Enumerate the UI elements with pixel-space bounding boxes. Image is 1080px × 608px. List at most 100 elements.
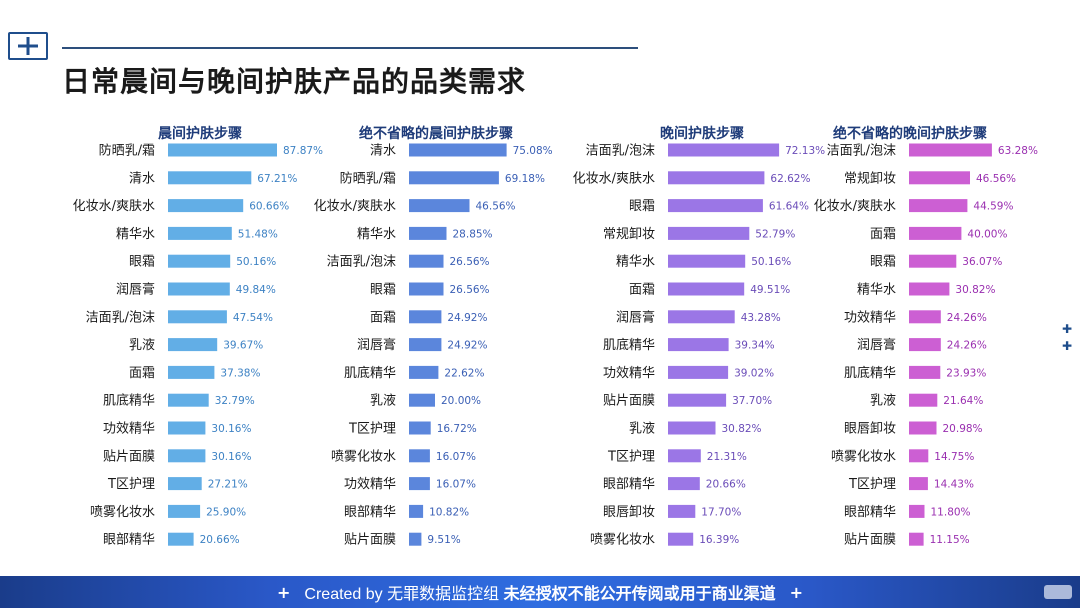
category-label: 防晒乳/霜 — [340, 170, 396, 186]
category-label: 面霜 — [129, 366, 155, 381]
value-label: 62.62% — [770, 173, 810, 185]
category-label: 洁面乳/泡沫 — [586, 144, 655, 159]
bar — [909, 254, 957, 268]
value-label: 24.92% — [447, 340, 487, 352]
category-label: 功效精华 — [603, 366, 655, 381]
category-label: 洁面乳/泡沫 — [827, 144, 896, 159]
bar — [168, 282, 230, 296]
value-label: 63.28% — [998, 145, 1038, 157]
value-label: 30.82% — [955, 284, 995, 296]
category-label: 乳液 — [870, 394, 896, 409]
value-label: 25.90% — [206, 506, 246, 518]
bar — [168, 365, 215, 379]
value-label: 60.66% — [249, 201, 289, 213]
category-label: 乳液 — [370, 394, 396, 409]
category-label: 化妆水/爽肤水 — [73, 199, 155, 214]
bar — [909, 365, 941, 379]
bar — [909, 393, 938, 407]
bar — [668, 199, 763, 213]
value-label: 16.07% — [436, 479, 476, 491]
category-label: 眼霜 — [629, 199, 655, 214]
value-label: 37.70% — [732, 395, 772, 407]
value-label: 11.80% — [931, 506, 971, 518]
bar — [168, 171, 252, 185]
bar — [409, 282, 444, 296]
chart-title: 绝不省略的晚间护肤步骤 — [833, 125, 987, 142]
value-label: 30.16% — [211, 451, 251, 463]
bar — [168, 477, 202, 491]
category-label: 贴片面膜 — [844, 533, 896, 548]
bar — [409, 143, 507, 157]
category-label: 眼唇卸妆 — [603, 504, 655, 520]
value-label: 16.72% — [437, 423, 477, 435]
footer-text-prefix: Created by 无罪数据监控组 — [304, 586, 500, 603]
category-label: 眼部精华 — [344, 505, 396, 520]
bar — [409, 199, 470, 213]
category-label: 清水 — [129, 171, 155, 186]
bar — [668, 171, 765, 185]
value-label: 67.21% — [257, 173, 297, 185]
category-label: 功效精华 — [844, 310, 896, 325]
value-label: 32.79% — [215, 395, 255, 407]
value-label: 30.82% — [722, 423, 762, 435]
bar — [168, 310, 227, 324]
category-label: 化妆水/爽肤水 — [814, 199, 896, 214]
category-label: 肌底精华 — [344, 365, 396, 381]
value-label: 44.59% — [973, 201, 1013, 213]
value-label: 17.70% — [701, 506, 741, 518]
value-label: 21.64% — [943, 395, 983, 407]
value-label: 61.64% — [769, 201, 809, 213]
category-label: 贴片面膜 — [344, 533, 396, 548]
category-label: 常规卸妆 — [603, 226, 655, 242]
bar — [909, 143, 992, 157]
value-label: 20.00% — [441, 395, 481, 407]
bar — [409, 532, 422, 546]
category-label: 眼部精华 — [103, 533, 155, 548]
category-label: 喷雾化妆水 — [331, 449, 396, 464]
value-label: 11.15% — [930, 534, 970, 546]
category-label: 常规卸妆 — [844, 170, 896, 186]
value-label: 26.56% — [450, 284, 490, 296]
footer-text-bold: 未经授权不能公开传阅或用于商业渠道 — [503, 586, 776, 603]
category-label: 贴片面膜 — [103, 449, 155, 464]
plus-icon: + — [277, 582, 291, 602]
header-divider — [62, 47, 638, 49]
bar — [668, 477, 700, 491]
chart-title: 晨间护肤步骤 — [158, 125, 242, 142]
bar — [668, 226, 750, 240]
value-label: 20.66% — [706, 479, 746, 491]
bar — [668, 504, 696, 518]
category-label: 精华水 — [616, 255, 655, 270]
category-label: 清水 — [370, 144, 396, 159]
category-label: 喷雾化妆水 — [590, 533, 655, 548]
category-label: 化妆水/爽肤水 — [573, 171, 655, 186]
bar — [168, 532, 194, 546]
page-title: 日常晨间与晚间护肤产品的品类需求 — [62, 65, 527, 98]
value-label: 28.85% — [453, 228, 493, 240]
value-label: 40.00% — [967, 228, 1007, 240]
bar — [409, 310, 442, 324]
category-label: 肌底精华 — [103, 393, 155, 409]
value-label: 20.98% — [943, 423, 983, 435]
category-label: T区护理 — [107, 477, 155, 492]
category-label: 精华水 — [357, 227, 396, 242]
bar — [409, 254, 444, 268]
value-label: 50.16% — [751, 256, 791, 268]
value-label: 9.51% — [427, 534, 460, 546]
bar — [909, 310, 941, 324]
value-label: 24.26% — [947, 340, 987, 352]
chart-title: 晚间护肤步骤 — [660, 125, 744, 142]
value-label: 46.56% — [476, 201, 516, 213]
value-label: 20.66% — [200, 534, 240, 546]
bar — [909, 449, 929, 463]
category-label: 贴片面膜 — [603, 394, 655, 409]
value-label: 47.54% — [233, 312, 273, 324]
bar — [409, 393, 435, 407]
value-label: 10.82% — [429, 506, 469, 518]
bar — [909, 504, 925, 518]
value-label: 75.08% — [513, 145, 553, 157]
category-label: 洁面乳/泡沫 — [327, 255, 396, 270]
value-label: 39.34% — [735, 340, 775, 352]
value-label: 52.79% — [755, 228, 795, 240]
value-label: 87.87% — [283, 145, 323, 157]
